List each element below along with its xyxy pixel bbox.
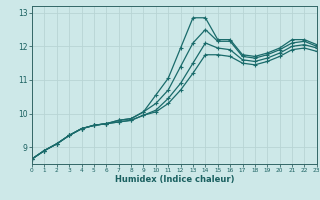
X-axis label: Humidex (Indice chaleur): Humidex (Indice chaleur) [115, 175, 234, 184]
